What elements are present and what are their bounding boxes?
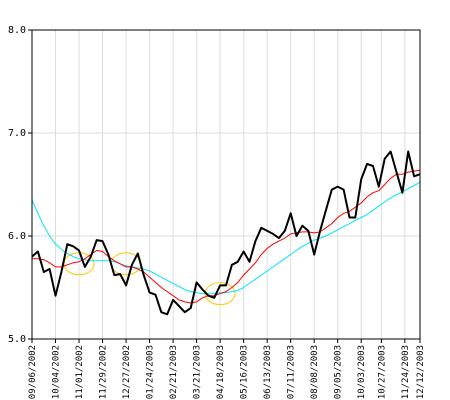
y-tick-label: 8.0 bbox=[8, 25, 26, 36]
x-tick-label: 09/06/2002 bbox=[28, 345, 38, 399]
y-tick-label: 7.0 bbox=[8, 128, 26, 139]
x-tick-label: 03/21/2003 bbox=[193, 345, 203, 399]
x-tick-label: 04/18/2003 bbox=[216, 345, 226, 399]
x-tick-label: 12/27/2002 bbox=[122, 345, 132, 399]
series-line-0 bbox=[31, 150, 421, 316]
x-tick-label: 05/16/2003 bbox=[240, 345, 250, 399]
x-tick-label: 08/08/2003 bbox=[310, 345, 320, 399]
plot-frame bbox=[31, 29, 421, 340]
x-tick-label: 11/24/2003 bbox=[401, 345, 411, 399]
x-tick-label: 10/27/2003 bbox=[377, 345, 387, 399]
x-tick-label: 06/13/2003 bbox=[263, 345, 273, 399]
y-axis-ticks: 5.0 6.0 7.0 8.0 bbox=[8, 25, 32, 345]
x-tick-label: 11/01/2002 bbox=[75, 345, 85, 399]
x-tick-label: 09/05/2003 bbox=[334, 345, 344, 399]
x-tick-label: 12/12/2003 bbox=[416, 345, 426, 399]
series-line-1 bbox=[32, 169, 421, 304]
x-tick-label: 10/04/2002 bbox=[52, 345, 62, 399]
series-line-2 bbox=[31, 181, 421, 295]
x-axis-ticks: 09/06/2002 10/04/2002 11/01/2002 11/29/2002… bbox=[28, 339, 426, 399]
x-tick-label: 11/29/2002 bbox=[99, 345, 109, 399]
x-tick-label: 07/11/2003 bbox=[287, 345, 297, 399]
y-tick-label: 6.0 bbox=[8, 231, 26, 242]
x-tick-label: 02/21/2003 bbox=[169, 345, 179, 399]
series-lines bbox=[31, 150, 421, 316]
x-tick-label: 01/24/2003 bbox=[146, 345, 156, 399]
x-tick-label: 10/03/2003 bbox=[357, 345, 367, 399]
y-tick-label: 5.0 bbox=[8, 334, 26, 345]
